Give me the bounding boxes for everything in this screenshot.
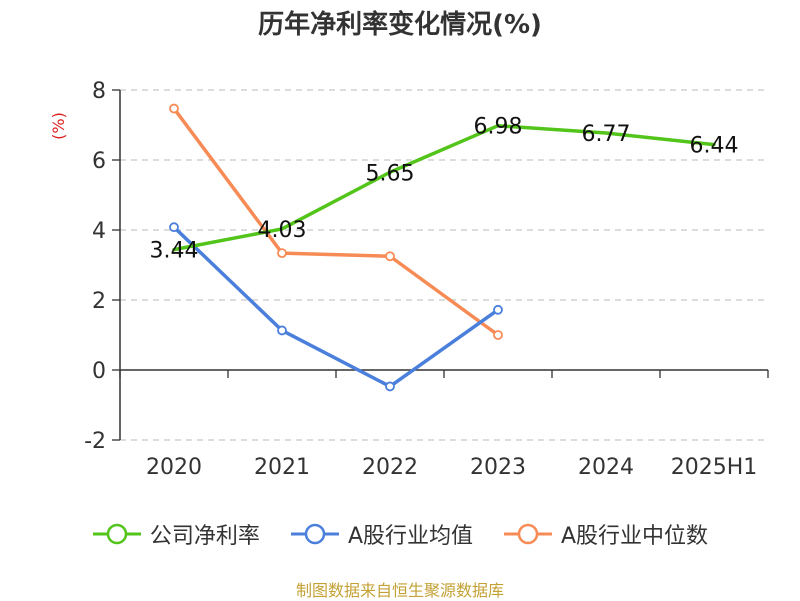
y-tick-label: 0 bbox=[92, 359, 106, 384]
x-tick-label: 2023 bbox=[470, 455, 526, 480]
data-label: 3.44 bbox=[150, 239, 199, 264]
legend-item[interactable]: 公司净利率 bbox=[92, 518, 260, 550]
chart-title: 历年净利率变化情况(%) bbox=[258, 10, 542, 40]
x-tick-label: 2024 bbox=[578, 455, 634, 480]
legend-swatch bbox=[290, 523, 339, 545]
data-label: 6.44 bbox=[690, 134, 739, 159]
data-point bbox=[277, 248, 287, 259]
data-point bbox=[169, 103, 179, 114]
x-tick-label: 2020 bbox=[146, 455, 202, 480]
legend-item[interactable]: A股行业中位数 bbox=[503, 518, 708, 550]
data-label: 6.98 bbox=[474, 115, 523, 140]
data-point bbox=[277, 325, 287, 336]
y-tick-label: 2 bbox=[92, 289, 106, 314]
data-point bbox=[385, 251, 395, 262]
legend-swatch bbox=[92, 523, 141, 545]
legend-label: A股行业中位数 bbox=[561, 524, 709, 549]
source-note: 制图数据来自恒生聚源数据库 bbox=[295, 581, 504, 600]
x-tick-label: 2025H1 bbox=[671, 455, 758, 480]
y-tick-label: 6 bbox=[92, 149, 106, 174]
y-tick-label: 8 bbox=[92, 79, 106, 104]
y-axis-label: (%) bbox=[49, 112, 68, 140]
legend: 公司净利率 A股行业均值 A股行业中位数 bbox=[0, 518, 800, 550]
series-line bbox=[172, 123, 716, 252]
data-point bbox=[169, 222, 179, 233]
x-tick-label: 2021 bbox=[254, 455, 310, 480]
legend-label: 公司净利率 bbox=[149, 524, 260, 549]
data-label: 4.03 bbox=[258, 218, 307, 243]
series-line bbox=[172, 106, 500, 337]
legend-swatch bbox=[504, 523, 552, 545]
data-point bbox=[385, 381, 395, 392]
legend-label: A股行业均值 bbox=[347, 524, 473, 549]
data-point bbox=[493, 330, 503, 340]
series-line bbox=[172, 225, 500, 389]
data-label: 5.65 bbox=[366, 161, 415, 186]
y-tick-label: -2 bbox=[84, 429, 106, 454]
legend-item[interactable]: A股行业均值 bbox=[290, 518, 473, 550]
y-tick-label: 4 bbox=[92, 219, 106, 244]
data-point bbox=[493, 304, 503, 315]
x-tick-label: 2022 bbox=[362, 455, 418, 480]
data-label: 6.77 bbox=[582, 122, 631, 147]
